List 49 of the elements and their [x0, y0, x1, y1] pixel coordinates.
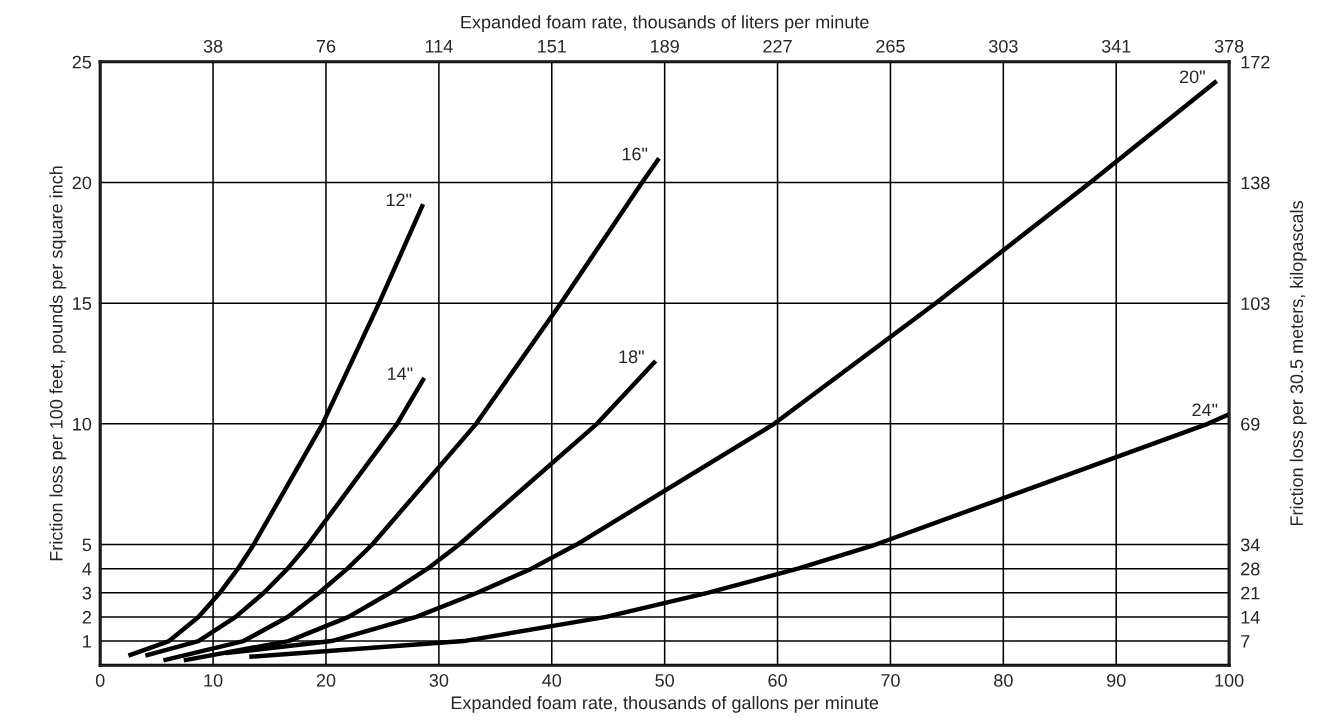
y2-tick-label: 7: [1241, 635, 1250, 648]
series-label: 24": [1192, 403, 1218, 417]
y2-tick-label: 69: [1241, 417, 1260, 431]
y-tick-label: 10: [73, 417, 92, 431]
x2-tick-label: 38: [203, 39, 223, 53]
x2-tick-label: 114: [425, 40, 453, 53]
x2-tick-label: 76: [316, 39, 336, 53]
y-tick-label: 20: [72, 176, 92, 190]
x-tick-label: 40: [542, 674, 562, 687]
x-tick-label: 60: [768, 674, 787, 687]
y2-axis-title: Friction loss per 30.5 meters, kilopascals: [1289, 201, 1307, 526]
y2-tick-label: 28: [1241, 562, 1260, 576]
y-tick-label: 25: [72, 55, 92, 69]
x-tick-label: 100: [1215, 674, 1244, 687]
y-tick-label: 3: [82, 586, 92, 600]
y2-tick-label: 21: [1241, 586, 1260, 600]
y2-tick-label: 34: [1240, 538, 1260, 552]
x-axis-title: Expanded foam rate, thousands of gallons per minute: [451, 695, 879, 713]
series-label: 18": [619, 350, 644, 364]
x-tick-label: 50: [655, 674, 674, 687]
y-tick-label: 2: [82, 610, 91, 624]
x2-tick-label: 265: [876, 39, 905, 53]
x-tick-label: 10: [204, 674, 223, 687]
series-label: 14": [387, 367, 413, 380]
x2-tick-label: 189: [650, 39, 679, 53]
y-tick-label: 1: [83, 635, 91, 648]
series-label: 12": [386, 193, 412, 207]
x2-tick-label: 378: [1214, 39, 1244, 53]
y-tick-label: 4: [82, 562, 92, 576]
x2-tick-label: 151: [538, 40, 566, 53]
y-tick-label: 5: [82, 538, 92, 552]
x-tick-label: 70: [881, 674, 900, 687]
y2-tick-label: 103: [1241, 297, 1270, 311]
y2-tick-label: 14: [1241, 611, 1260, 624]
x-tick-label: 0: [95, 674, 105, 687]
x-tick-label: 30: [429, 674, 449, 687]
series-label: 16": [622, 147, 648, 161]
y2-tick-label: 138: [1241, 176, 1270, 190]
y2-tick-label: 172: [1241, 55, 1270, 69]
x-tick-label: 80: [994, 674, 1013, 687]
y-tick-label: 15: [73, 297, 92, 310]
series-label: 20": [1180, 70, 1205, 84]
x-tick-label: 20: [316, 674, 336, 687]
x2-axis-title: Expanded foam rate, thousands of liters per minute: [461, 15, 869, 33]
x2-tick-label: 227: [763, 39, 792, 53]
x2-tick-label: 303: [988, 39, 1018, 53]
x-tick-label: 90: [1107, 674, 1126, 687]
y-axis-title: Friction loss per 100 feet, pounds per square inch: [49, 166, 67, 561]
x2-tick-label: 341: [1101, 39, 1131, 53]
